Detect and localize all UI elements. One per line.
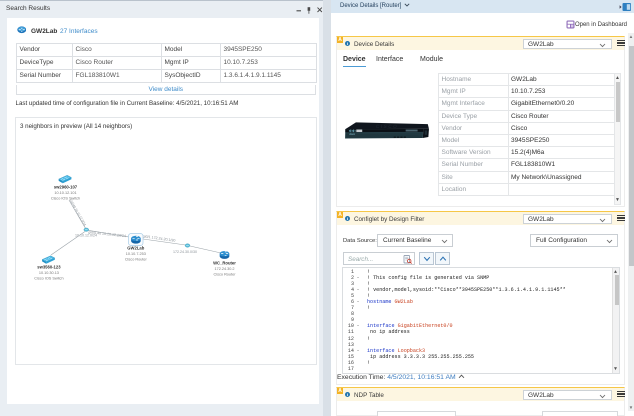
svg-text:172.24.30.2: 172.24.30.2 [214,267,234,271]
svg-text:10.10.12.0/24: 10.10.12.0/24 [75,234,97,238]
svg-text:10.10.7.253: 10.10.7.253 [126,252,146,256]
svg-text:Cisco IOS Switch: Cisco IOS Switch [51,197,80,201]
svg-text:172.24.30.0/30: 172.24.30.0/30 [173,250,197,254]
svg-text:sw2960-107: sw2960-107 [54,185,78,190]
svg-text:GW2Lab: GW2Lab [127,246,144,251]
svg-text:Gi0/48 10.10.12.0/24: Gi0/48 10.10.12.0/24 [69,199,87,227]
svg-text:10.10.30.13: 10.10.30.13 [39,271,59,275]
svg-text:WC_Router: WC_Router [213,261,236,266]
svg-text:Cisco Router: Cisco Router [214,273,237,277]
svg-text:10.10.12.101: 10.10.12.101 [54,191,76,195]
svg-text:gi0/0.40 10.10.12.20/24: gi0/0.40 10.10.12.20/24 [88,230,126,238]
svg-text:Cisco IOS Switch: Cisco IOS Switch [34,277,63,281]
svg-text:sw3560-123: sw3560-123 [37,265,61,270]
svg-text:gi0/1 172.24.20.1/30: gi0/1 172.24.20.1/30 [143,234,176,243]
svg-text:CISCO: CISCO [375,124,398,130]
svg-text:cisco: cisco [349,133,355,136]
svg-text:Cisco Router: Cisco Router [125,258,148,262]
